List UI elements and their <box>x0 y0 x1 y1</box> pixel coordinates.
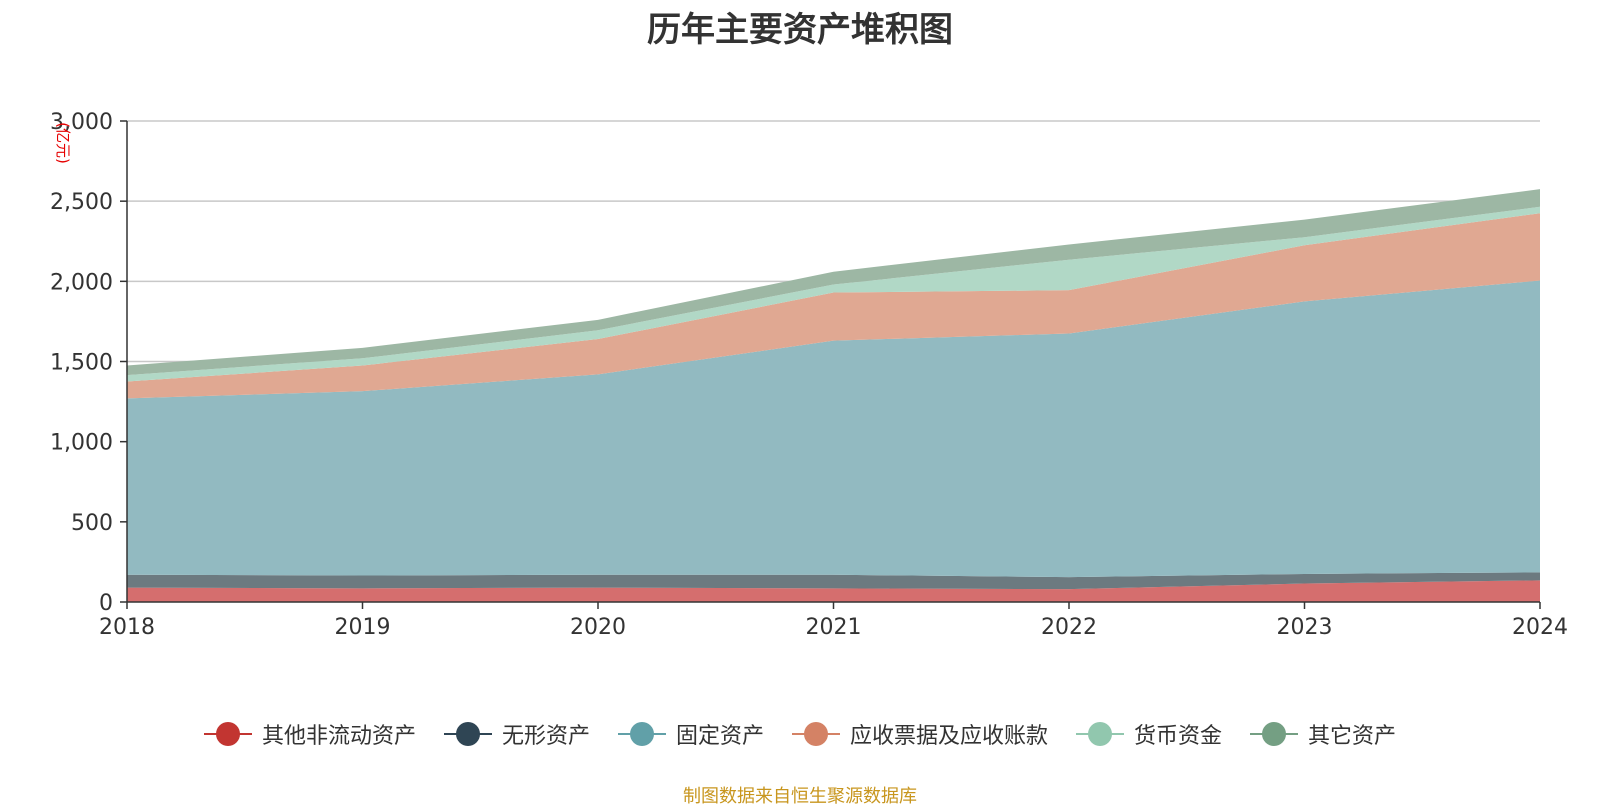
axes <box>120 120 1541 609</box>
y-tick-label: 1,500 <box>50 351 113 376</box>
legend-marker-icon <box>1076 722 1125 746</box>
legend-marker-icon <box>443 722 492 746</box>
legend: 其他非流动资产 无形资产 固定资产 应收票据及应收账款 货币资金 其它资产 <box>0 718 1600 750</box>
legend-label: 应收票据及应收账款 <box>850 724 1049 749</box>
x-tick-label: 2023 <box>1277 615 1333 640</box>
area-series <box>127 189 1540 602</box>
x-tick-label: 2019 <box>335 615 391 640</box>
legend-item-2[interactable]: 固定资产 <box>617 718 764 750</box>
area-series-2 <box>127 280 1540 578</box>
y-tick-label: 1,000 <box>50 431 113 456</box>
legend-label: 其它资产 <box>1308 724 1397 749</box>
legend-item-3[interactable]: 应收票据及应收账款 <box>792 718 1048 750</box>
x-tick-label: 2018 <box>99 615 155 640</box>
area-series-3 <box>127 213 1540 399</box>
legend-item-4[interactable]: 货币资金 <box>1076 718 1222 750</box>
legend-marker-icon <box>617 722 666 746</box>
y-tick-label: 2,000 <box>50 270 113 295</box>
legend-marker-icon <box>1250 722 1299 746</box>
y-tick-label: 500 <box>71 511 113 536</box>
tick-labels: 0 500 1,000 1,500 2,000 2,500 3,000 2018 2019 202… <box>50 110 1568 640</box>
legend-item-0[interactable]: 其他非流动资产 <box>203 718 416 750</box>
legend-marker-icon <box>203 722 252 746</box>
legend-item-5[interactable]: 其它资产 <box>1250 718 1396 750</box>
area-series-4 <box>127 206 1540 382</box>
chart-title: 历年主要资产堆积图 <box>647 10 953 50</box>
area-series-0 <box>127 580 1540 602</box>
x-tick-label: 2022 <box>1041 615 1097 640</box>
legend-label: 其他非流动资产 <box>261 724 416 749</box>
legend-marker-icon <box>792 722 840 746</box>
y-tick-label: 2,500 <box>50 190 113 215</box>
legend-label: 固定资产 <box>675 724 764 749</box>
y-tick-label: 3,000 <box>50 110 113 135</box>
source-note: 制图数据来自恒生聚源数据库 <box>683 786 917 807</box>
y-axis-unit-label: (亿元) <box>54 122 72 164</box>
x-tick-label: 2020 <box>570 615 626 640</box>
legend-label: 无形资产 <box>501 724 590 749</box>
legend-label: 货币资金 <box>1134 724 1223 749</box>
x-tick-label: 2024 <box>1512 615 1568 640</box>
y-tick-label: 0 <box>99 591 113 616</box>
x-tick-label: 2021 <box>806 615 862 640</box>
area-series-5 <box>127 189 1540 376</box>
legend-item-1[interactable]: 无形资产 <box>443 718 590 750</box>
area-series-1 <box>127 572 1540 590</box>
